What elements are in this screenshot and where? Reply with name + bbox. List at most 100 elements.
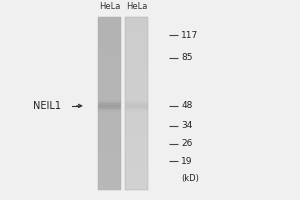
Bar — [125, 79, 148, 80]
Bar — [98, 56, 121, 57]
Bar — [98, 144, 121, 145]
Bar — [125, 175, 148, 177]
Bar — [125, 64, 148, 66]
Bar — [125, 149, 148, 151]
Bar — [98, 125, 121, 126]
Bar — [125, 110, 148, 112]
Bar — [98, 171, 121, 172]
Bar — [98, 118, 121, 119]
Bar — [125, 152, 148, 154]
Bar — [125, 82, 148, 83]
Bar — [98, 92, 121, 93]
Bar — [125, 77, 148, 79]
Bar — [98, 154, 121, 155]
Bar — [98, 146, 121, 148]
Bar — [125, 171, 148, 172]
Bar — [98, 69, 121, 70]
Bar — [125, 83, 148, 85]
Bar — [125, 169, 148, 171]
Bar — [98, 37, 121, 39]
Bar — [98, 57, 121, 59]
Bar — [98, 36, 121, 37]
Bar — [98, 67, 121, 69]
Bar — [98, 59, 121, 60]
Bar — [125, 89, 148, 90]
Bar — [98, 80, 121, 82]
Bar — [98, 49, 121, 50]
Bar — [125, 122, 148, 123]
Bar — [125, 102, 148, 103]
Bar — [98, 185, 121, 187]
Bar — [125, 96, 148, 98]
Bar — [98, 66, 121, 67]
Bar — [98, 93, 121, 95]
Bar — [98, 133, 121, 135]
Bar — [98, 27, 121, 28]
Bar — [125, 165, 148, 167]
Bar — [125, 39, 148, 40]
Text: 26: 26 — [182, 139, 193, 148]
Bar — [125, 184, 148, 185]
Bar — [125, 57, 148, 59]
Bar — [98, 165, 121, 167]
Bar — [98, 106, 121, 108]
Text: 48: 48 — [182, 101, 193, 110]
Bar — [125, 144, 148, 145]
Bar — [98, 182, 121, 184]
Bar — [98, 39, 121, 40]
Bar — [125, 109, 148, 110]
Bar — [125, 69, 148, 70]
Bar — [98, 109, 121, 110]
Bar — [125, 116, 148, 118]
Bar — [98, 99, 121, 100]
Bar — [125, 131, 148, 132]
Bar — [98, 54, 121, 56]
Bar — [98, 161, 121, 162]
Bar — [98, 135, 121, 136]
Bar — [125, 136, 148, 138]
Bar — [98, 47, 121, 49]
Bar — [98, 51, 121, 53]
Bar — [98, 168, 121, 169]
Bar — [98, 20, 121, 21]
Bar — [98, 87, 121, 89]
Bar — [98, 128, 121, 129]
Bar — [98, 184, 121, 185]
Bar — [98, 126, 121, 128]
Bar — [125, 138, 148, 139]
Bar — [98, 164, 121, 165]
Bar — [98, 95, 121, 96]
Bar — [98, 110, 121, 112]
Bar — [125, 47, 148, 49]
Bar — [125, 49, 148, 50]
Bar — [98, 31, 121, 33]
Bar — [125, 156, 148, 158]
Bar — [98, 177, 121, 178]
Bar — [98, 83, 121, 85]
Bar — [98, 23, 121, 24]
Bar — [98, 33, 121, 34]
Bar — [98, 17, 121, 190]
Bar — [98, 174, 121, 175]
Bar — [125, 36, 148, 37]
Bar — [98, 90, 121, 92]
Bar — [98, 119, 121, 121]
Bar — [125, 59, 148, 60]
Bar — [98, 151, 121, 152]
Bar — [125, 135, 148, 136]
Bar — [98, 122, 121, 123]
Bar — [125, 17, 148, 190]
Bar — [98, 129, 121, 131]
Bar — [98, 121, 121, 122]
Bar — [125, 151, 148, 152]
Bar — [125, 145, 148, 146]
Bar — [125, 37, 148, 39]
Bar — [98, 26, 121, 27]
Bar — [125, 113, 148, 115]
Bar — [125, 46, 148, 47]
Bar — [125, 80, 148, 82]
Bar — [98, 18, 121, 20]
Bar — [98, 46, 121, 47]
Bar — [125, 172, 148, 174]
Bar — [98, 169, 121, 171]
